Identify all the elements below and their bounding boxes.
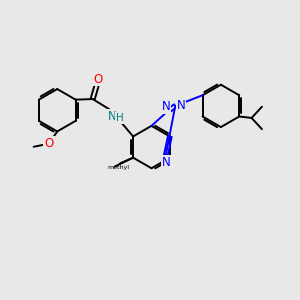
Text: methyl: methyl (108, 165, 130, 170)
Text: N: N (162, 156, 171, 169)
Text: O: O (44, 137, 54, 150)
Text: N: N (177, 99, 185, 112)
Text: N: N (108, 110, 116, 123)
Text: O: O (93, 73, 103, 85)
Text: H: H (116, 113, 124, 123)
Text: N: N (162, 100, 170, 113)
